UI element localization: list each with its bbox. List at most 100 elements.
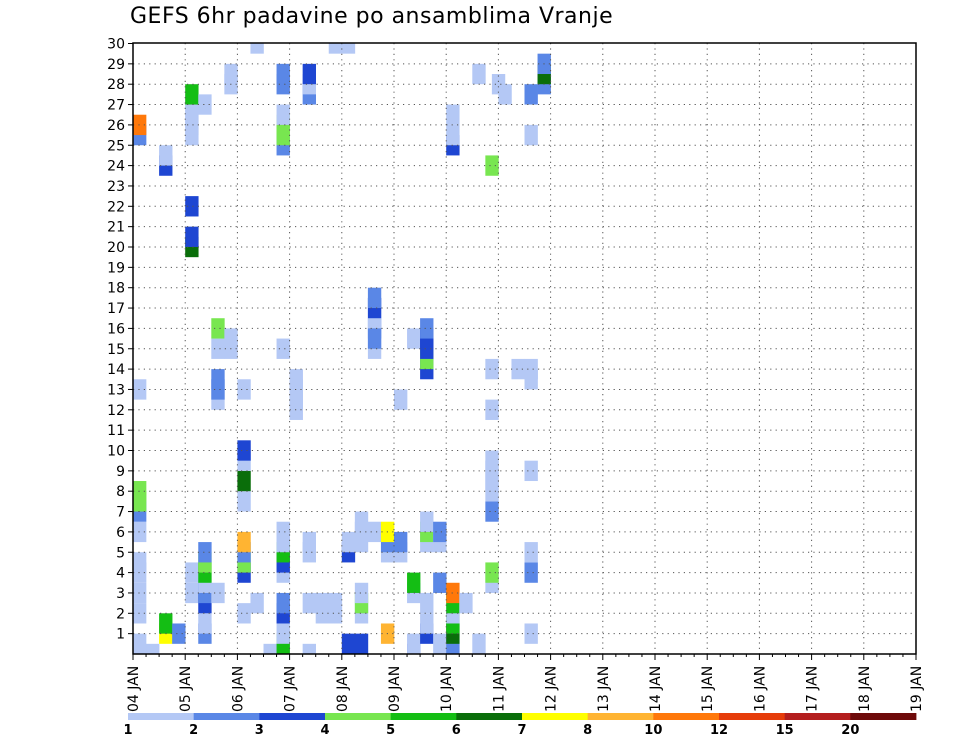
y-tick-label: 18	[107, 281, 125, 297]
colorbar-segment	[653, 713, 720, 720]
y-tick-label: 30	[107, 37, 125, 53]
colorbar-label: 4	[320, 723, 329, 738]
y-tick-label: 28	[107, 77, 125, 93]
heatmap-cell	[302, 592, 316, 614]
heatmap-cell	[524, 124, 538, 146]
x-tick-label: 06 JAN	[230, 666, 246, 712]
heatmap-cell	[133, 582, 147, 604]
heatmap-cell	[289, 369, 303, 390]
heatmap-cell	[459, 592, 473, 614]
heatmap-cell	[133, 552, 147, 573]
heatmap-cell	[433, 572, 447, 593]
colorbar-segment	[719, 713, 786, 720]
heatmap-cell	[407, 328, 421, 349]
colorbar-label: 12	[710, 723, 728, 738]
heatmap-cell	[237, 440, 251, 461]
heatmap-cell	[341, 633, 356, 654]
heatmap-cell	[524, 358, 538, 380]
colorbar-label: 6	[452, 723, 461, 738]
y-tick-label: 26	[107, 118, 125, 134]
heatmap-cell	[524, 460, 538, 482]
heatmap-cell	[211, 318, 225, 339]
colorbar-label: 10	[644, 723, 662, 738]
x-tick-label: 08 JAN	[335, 666, 351, 712]
heatmap-cell	[276, 623, 290, 644]
colorbar-segment	[193, 713, 260, 720]
heatmap-cell	[354, 582, 369, 604]
y-tick-label: 12	[107, 403, 125, 419]
heatmap-cell	[354, 511, 369, 532]
colorbar: 1 2 3 4 5 6 7 8 10 12 15 20	[123, 713, 917, 738]
x-tick-label: 15 JAN	[700, 666, 716, 712]
heatmap-cell	[394, 389, 408, 410]
colorbar-segment	[850, 713, 917, 720]
heatmap-cell	[185, 84, 199, 105]
y-tick-label: 25	[107, 138, 125, 154]
heatmap-cell	[394, 531, 408, 553]
x-tick-label: 13 JAN	[596, 666, 612, 712]
heatmap-cell	[237, 491, 251, 512]
y-tick-label: 23	[107, 179, 125, 195]
heatmap-cell	[185, 226, 199, 247]
heatmap-cell	[524, 542, 538, 563]
heatmap-cell	[328, 592, 343, 614]
heatmap-cell	[211, 338, 225, 359]
heatmap-cell	[485, 155, 499, 176]
colorbar-label: 8	[583, 723, 592, 738]
heatmap-cell	[276, 63, 290, 85]
heatmap-cell	[185, 196, 199, 217]
x-axis: 04 JAN 05 JAN 06 JAN 07 JAN 08 JAN 09 JAN 10 J…	[126, 654, 925, 712]
heatmap-cell	[367, 521, 382, 543]
heatmap-cell	[172, 623, 186, 644]
heatmap-cell	[133, 633, 147, 654]
heatmap-cell	[485, 358, 499, 380]
y-tick-label: 7	[116, 505, 125, 521]
grid-lines	[133, 43, 916, 654]
colorbar-label: 20	[841, 723, 859, 738]
x-tick-label: 11 JAN	[491, 666, 507, 712]
heatmap-cell	[198, 94, 212, 115]
heatmap-cell	[237, 470, 251, 492]
y-tick-label: 11	[107, 423, 125, 439]
colorbar-label: 3	[255, 723, 264, 738]
x-tick-label: 17 JAN	[805, 666, 821, 712]
y-tick-label: 9	[116, 464, 125, 480]
heatmap-cell	[133, 603, 147, 624]
heatmap-cell	[524, 84, 538, 105]
heatmap-cell	[198, 542, 212, 563]
heatmap-cell	[185, 582, 199, 604]
x-tick-label: 04 JAN	[126, 666, 142, 712]
heatmap-cell	[328, 43, 343, 54]
heatmap-cell	[198, 613, 212, 634]
heatmap-cell	[133, 521, 147, 543]
heatmap-cell	[472, 63, 486, 85]
heatmap-cell	[302, 643, 316, 654]
y-tick-label: 4	[116, 566, 125, 582]
heatmap-cell	[367, 287, 382, 309]
heatmap-cell	[446, 124, 460, 146]
heatmap-cell	[224, 328, 238, 349]
heatmap-cell	[276, 104, 290, 125]
heatmap-cell	[420, 613, 434, 634]
x-tick-label: 10 JAN	[439, 666, 455, 712]
colorbar-label: 2	[189, 723, 198, 738]
y-tick-label: 20	[107, 240, 125, 256]
y-tick-label: 22	[107, 199, 125, 215]
heatmap-cell	[341, 531, 356, 553]
colorbar-segment	[784, 713, 851, 720]
y-tick-label: 27	[107, 98, 125, 114]
x-tick-label: 07 JAN	[283, 666, 299, 712]
heatmap-cell	[420, 592, 434, 614]
y-tick-label: 8	[116, 484, 125, 500]
heatmap-cell	[485, 562, 499, 583]
colorbar-label: 5	[386, 723, 395, 738]
x-tick-label: 05 JAN	[178, 666, 194, 712]
colorbar-segment	[456, 713, 523, 720]
x-tick-label: 09 JAN	[387, 666, 403, 712]
y-tick-label: 16	[107, 321, 125, 337]
colorbar-segment	[259, 713, 326, 720]
heatmap-cell	[302, 63, 316, 85]
colorbar-label: 15	[776, 723, 794, 738]
colorbar-segment	[390, 713, 457, 720]
y-tick-label: 19	[107, 260, 125, 276]
